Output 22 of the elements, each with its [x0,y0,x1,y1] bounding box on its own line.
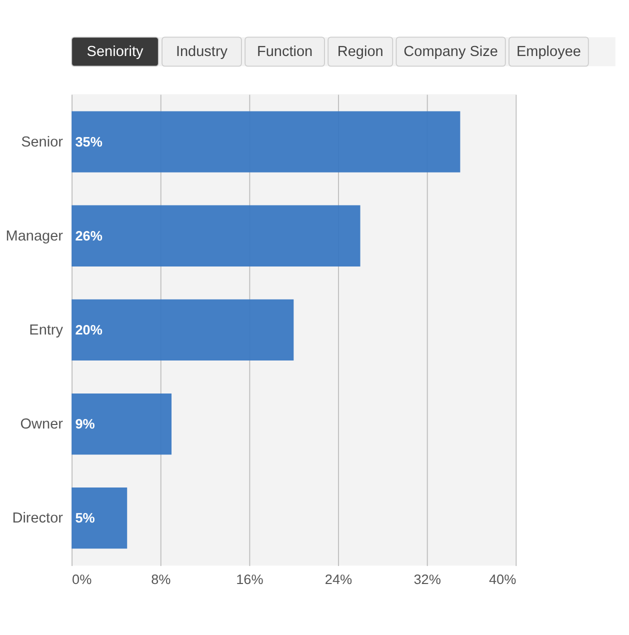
y-tick-label: Entry [29,322,64,338]
data-label: 9% [75,416,95,432]
data-label: 5% [75,510,95,526]
y-tick-label: Owner [20,416,64,433]
text: Employee [516,44,581,60]
text: Seniority [86,44,144,60]
y-tick-label: Manager [6,228,64,244]
text: Function [256,44,313,60]
x-tick-label: 0% [72,572,92,588]
data-label: 26% [75,228,102,244]
x-tick-label: 40% [488,572,516,588]
data-label: 20% [75,322,102,338]
data-label: 35% [75,134,102,150]
x-tick-label: 24% [324,572,352,588]
text: Region [337,44,384,60]
text: Industry [176,44,228,60]
x-tick-label: 16% [236,572,264,588]
y-tick-label: Director [12,510,64,527]
x-tick-label: 8% [151,572,171,588]
text: Company Size [404,44,498,60]
x-tick-label: 32% [414,572,441,588]
y-tick-label: Senior [21,134,64,150]
